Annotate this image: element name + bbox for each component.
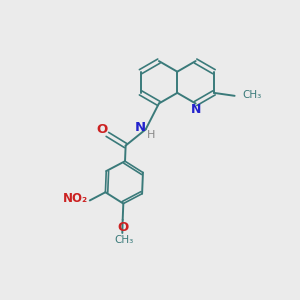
Text: N: N bbox=[135, 122, 146, 134]
Text: NO₂: NO₂ bbox=[63, 193, 88, 206]
Text: O: O bbox=[96, 123, 107, 136]
Text: N: N bbox=[191, 103, 202, 116]
Text: CH₃: CH₃ bbox=[243, 90, 262, 100]
Text: CH₃: CH₃ bbox=[114, 236, 134, 245]
Text: O: O bbox=[117, 221, 128, 234]
Text: H: H bbox=[147, 130, 155, 140]
